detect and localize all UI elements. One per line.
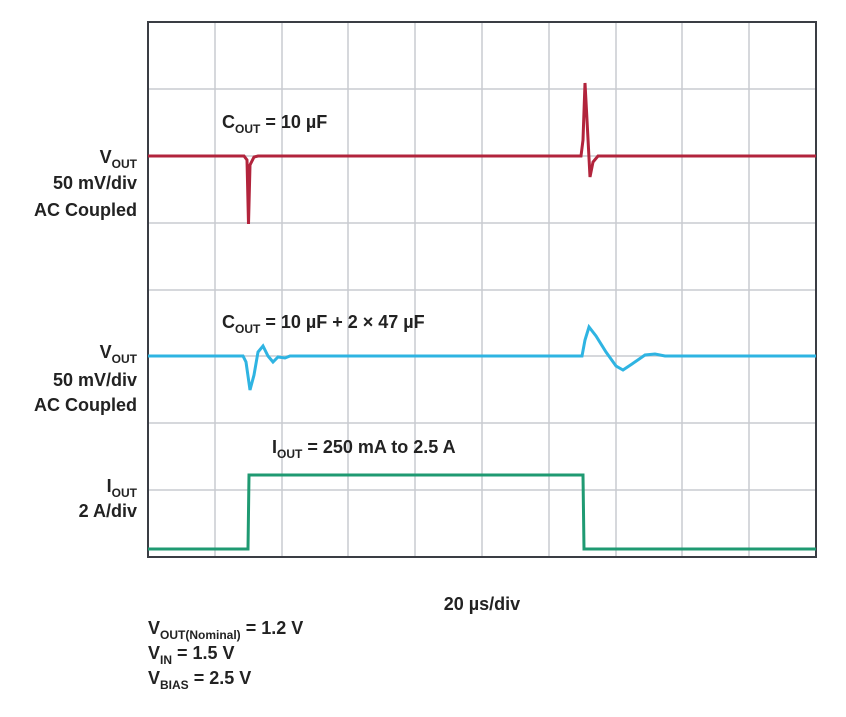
text-part: BIAS	[160, 678, 189, 692]
channel-scale: 2 A/div	[79, 501, 137, 521]
text-part: V	[148, 643, 160, 663]
text-part: = 10 µF	[265, 112, 327, 132]
annotation: IOUT = 250 mA to 2.5 A	[272, 437, 456, 461]
annotation: COUT = 10 µF + 2 × 47 µF	[222, 312, 425, 336]
text-part: C	[222, 112, 235, 132]
text-part: OUT	[112, 352, 138, 366]
channel-name: VOUT	[100, 147, 138, 171]
condition: VIN = 1.5 V	[148, 643, 235, 667]
channel-name: IOUT	[107, 476, 138, 500]
text-part: I	[107, 476, 112, 496]
text-part: OUT	[112, 157, 138, 171]
scope-frame	[147, 21, 817, 558]
text-part: = 1.2 V	[246, 618, 304, 638]
annotation: COUT = 10 µF	[222, 112, 327, 136]
channel-coupling: AC Coupled	[34, 395, 137, 415]
condition: VOUT(Nominal) = 1.2 V	[148, 618, 303, 642]
text-part: OUT	[112, 486, 138, 500]
trace-iout	[148, 473, 816, 551]
text-part: = 250 mA to 2.5 A	[307, 437, 455, 457]
text-part: OUT	[277, 447, 303, 461]
trace-vout-10uf-2x47uf	[148, 323, 816, 391]
text-part: V	[148, 668, 160, 688]
text-part: OUT	[235, 122, 261, 136]
text-part: I	[272, 437, 277, 457]
text-part: = 2.5 V	[194, 668, 252, 688]
condition: VBIAS = 2.5 V	[148, 668, 251, 692]
text-part: = 10 µF + 2 × 47 µF	[265, 312, 424, 332]
trace-vout-10uf	[148, 82, 816, 225]
text-part: C	[222, 312, 235, 332]
text-part: IN	[160, 653, 172, 667]
text-part: OUT(Nominal)	[160, 628, 241, 642]
channel-scale: 50 mV/div	[53, 173, 137, 193]
channel-scale: 50 mV/div	[53, 370, 137, 390]
text-part: = 1.5 V	[177, 643, 235, 663]
text-part: V	[148, 618, 160, 638]
text-part: V	[100, 147, 112, 167]
text-part: OUT	[235, 322, 261, 336]
channel-name: VOUT	[100, 342, 138, 366]
channel-coupling: AC Coupled	[34, 200, 137, 220]
text-part: V	[100, 342, 112, 362]
channel-labels: VOUT 50 mV/div AC Coupled VOUT 50 mV/div…	[34, 147, 138, 521]
timebase: 20 µs/div	[444, 594, 520, 614]
